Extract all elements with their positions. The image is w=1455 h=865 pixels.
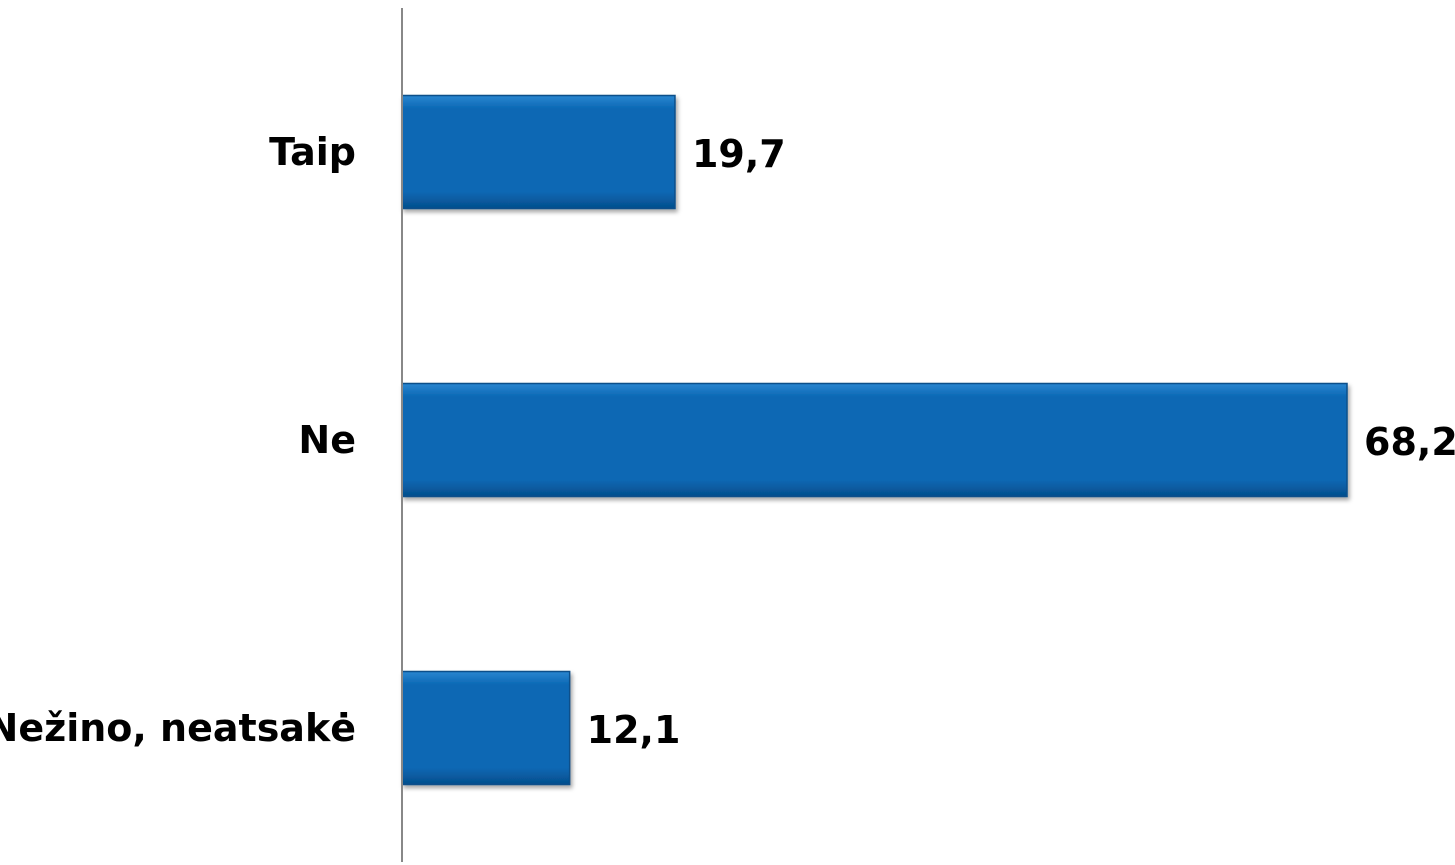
category-label-3: Nežino, neatsakė [0,706,356,750]
data-label-2: 68,2 [1364,420,1455,464]
data-label-1: 19,7 [692,132,786,176]
bars-layer [401,94,1348,786]
labels-layer: Taip 19,7 Ne 68,2 Nežino, neatsakė 12,1 [0,130,1455,752]
bar-3 [401,670,571,786]
category-label-2: Ne [298,418,356,462]
data-label-3: 12,1 [587,708,681,752]
bar-1 [401,94,676,210]
category-label-1: Taip [269,130,356,174]
bar-2 [401,382,1348,498]
